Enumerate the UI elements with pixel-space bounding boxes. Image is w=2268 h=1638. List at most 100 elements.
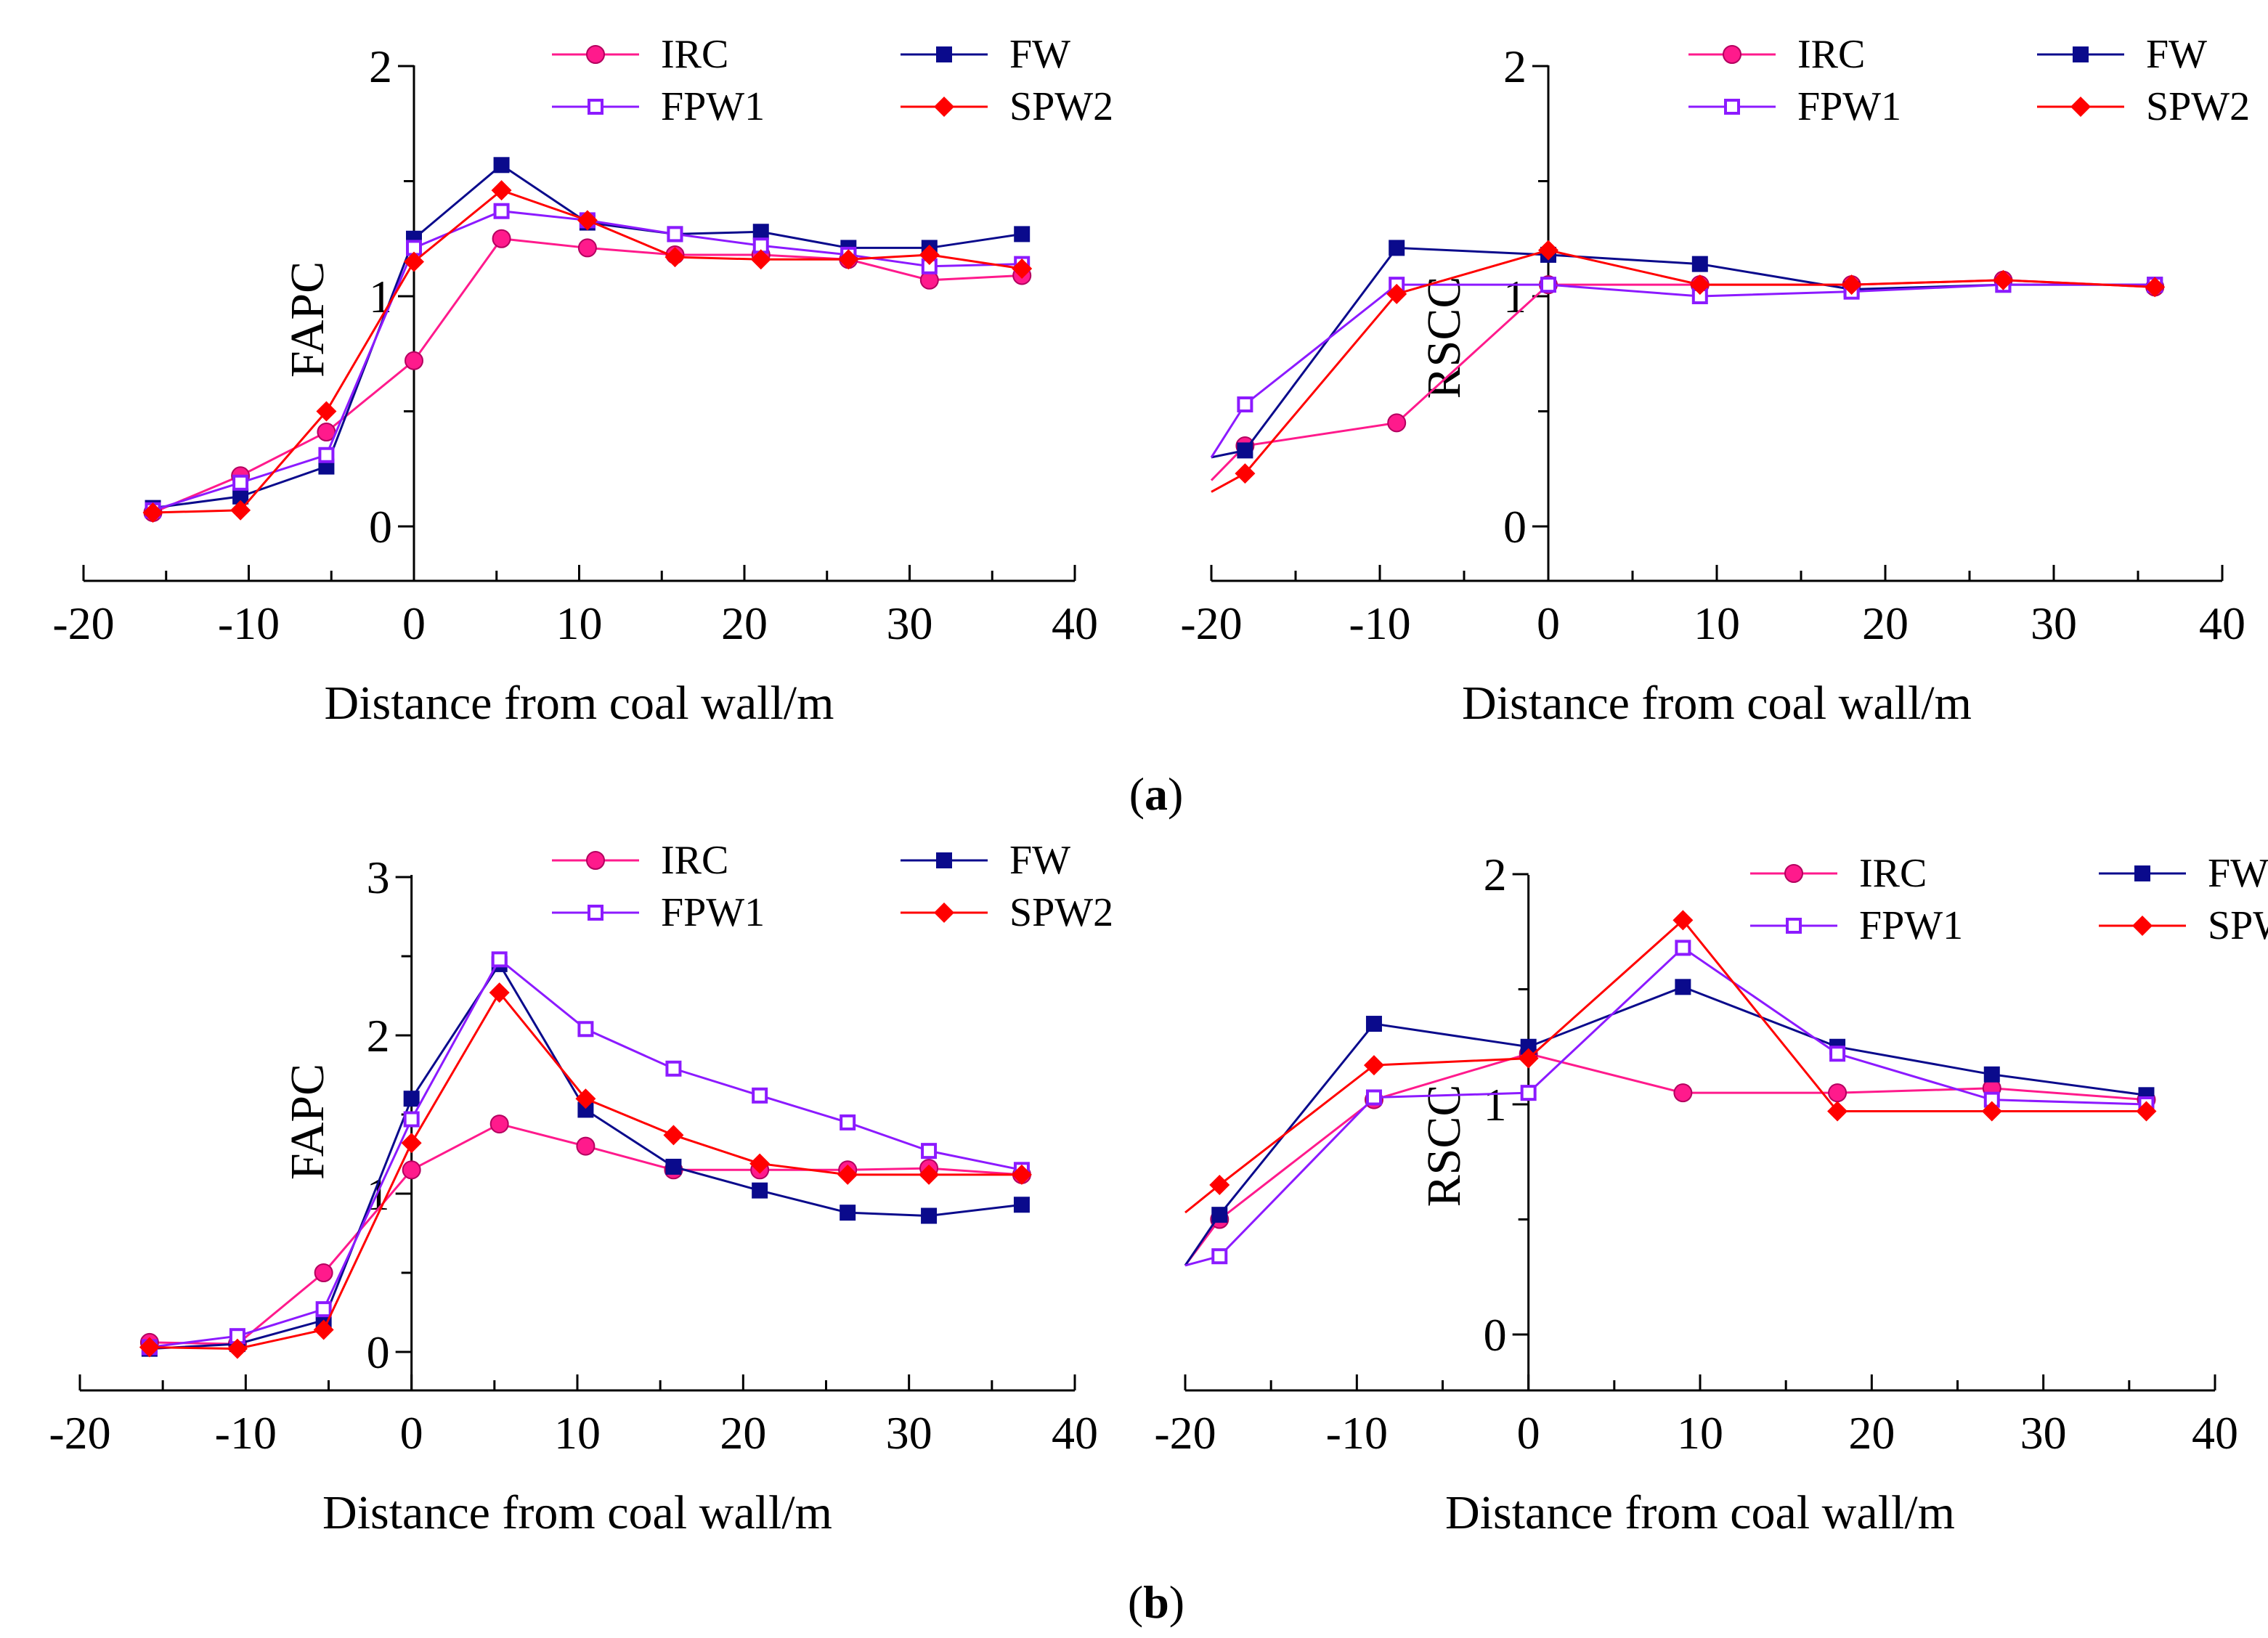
series-line-spw2	[1184, 918, 2147, 1214]
x-tick-label: 40	[2199, 598, 2245, 649]
legend-item-irc: IRC	[552, 838, 728, 883]
data-point-spw2	[1841, 274, 1862, 296]
data-point-spw2	[1981, 1101, 2002, 1122]
data-point-fw	[1983, 1066, 2000, 1083]
legend-label: IRC	[1797, 32, 1865, 77]
data-point-fw	[1675, 979, 1691, 995]
data-point-fw	[1014, 226, 1031, 243]
x-tick-label: 0	[1517, 1407, 1540, 1459]
data-point-spw2	[1386, 283, 1407, 304]
legend-item-irc: IRC	[1750, 851, 1927, 896]
x-axis-title: Distance from coal wall/m	[1445, 1486, 1955, 1539]
data-point-spw2	[919, 244, 940, 265]
x-tick-label: 0	[400, 1407, 423, 1459]
x-tick-label: 40	[1052, 598, 1098, 649]
x-tick-label: -10	[1349, 598, 1410, 649]
data-point-fpw1	[232, 474, 249, 491]
chart-b-right: -20 -10 0 10 20 30 40 0 1 2 Distance from coal wal…	[1154, 849, 2268, 1539]
data-point-fpw1	[1540, 277, 1556, 293]
data-point-fw	[1520, 1038, 1537, 1055]
data-point-fpw1	[1237, 396, 1253, 412]
data-point-spw2	[401, 1133, 422, 1154]
y-tick-label: 2	[367, 1010, 390, 1062]
legend-marker	[936, 852, 952, 868]
data-point-spw2	[2145, 277, 2166, 298]
legend-label: IRC	[1859, 851, 1927, 896]
x-tick-label: 30	[886, 1407, 932, 1459]
legend-item-fpw1: FPW1	[552, 84, 765, 129]
data-point-fpw1	[315, 1301, 332, 1318]
data-point-spw2	[142, 502, 163, 523]
data-point-spw2	[1538, 240, 1558, 261]
data-point-fpw1	[403, 1111, 420, 1128]
panel-label-a-open: (	[1129, 768, 1145, 820]
data-point-fpw1	[665, 1060, 682, 1077]
panel-label-a-close: )	[1168, 768, 1183, 820]
data-point-fpw1	[1211, 1248, 1228, 1265]
data-point-irc	[492, 229, 511, 248]
x-tick-label: -20	[1154, 1407, 1216, 1459]
legend-item-fpw1: FPW1	[552, 890, 765, 935]
x-tick-label: 10	[556, 598, 603, 649]
data-point-spw2	[491, 180, 512, 201]
panel-label-b: (b)	[1128, 1576, 1184, 1628]
data-point-fw	[840, 1205, 856, 1221]
data-point-fw	[1691, 256, 1708, 272]
panel-label-b-close: )	[1169, 1576, 1184, 1628]
legend-item-fw: FW	[2099, 851, 2268, 896]
data-point-spw2	[489, 982, 510, 1003]
data-point-spw2	[2136, 1101, 2157, 1122]
x-tick-label: 20	[720, 1407, 766, 1459]
legend-item-fpw1: FPW1	[1688, 84, 1901, 129]
x-tick-label: 20	[721, 598, 768, 649]
x-tick-label: 10	[1677, 1407, 1723, 1459]
data-point-fpw1	[921, 1143, 938, 1160]
data-point-fpw1	[1675, 940, 1691, 956]
x-tick-label: -10	[1326, 1407, 1388, 1459]
data-point-fw	[921, 1207, 938, 1224]
legend-marker	[936, 46, 952, 62]
x-tick-label: -20	[1180, 598, 1242, 649]
data-point-fw	[752, 224, 769, 240]
data-point-irc	[402, 1160, 421, 1180]
data-point-spw2	[919, 1164, 940, 1185]
x-tick-label: -20	[52, 598, 114, 649]
x-tick-label: 40	[1052, 1407, 1098, 1459]
legend-marker	[1724, 99, 1740, 115]
data-point-spw2	[1235, 463, 1256, 484]
x-axis-title: Distance from coal wall/m	[322, 1486, 832, 1539]
y-tick-label: 1	[1484, 1079, 1507, 1130]
legend-item-spw2: SPW2	[901, 890, 1113, 935]
data-point-irc	[1828, 1083, 1848, 1103]
x-tick-label: 10	[554, 1407, 601, 1459]
legend-marker	[2070, 97, 2091, 117]
data-point-spw2	[313, 1319, 334, 1340]
legend-label: FPW1	[1797, 84, 1901, 129]
x-tick-label: 20	[1848, 1407, 1895, 1459]
x-tick-label: 30	[2031, 598, 2077, 649]
data-point-spw2	[1827, 1101, 1848, 1122]
legend-label: FPW1	[661, 84, 765, 129]
x-tick-label: 40	[2192, 1407, 2238, 1459]
x-tick-label: 0	[402, 598, 426, 649]
data-point-spw2	[1993, 269, 2014, 290]
legend-item-fw: FW	[901, 838, 1070, 883]
data-point-irc	[1387, 413, 1407, 433]
legend-item-fw: FW	[901, 32, 1070, 77]
legend-item-spw2: SPW2	[2099, 903, 2268, 948]
y-tick-label: 0	[1503, 501, 1527, 553]
legend-label: FW	[1009, 32, 1070, 77]
data-point-irc	[489, 1115, 509, 1134]
legend-label: SPW2	[1009, 84, 1113, 129]
data-point-fpw1	[752, 1087, 768, 1104]
x-axis-title: Distance from coal wall/m	[1462, 677, 1972, 730]
y-tick-label: 1	[369, 271, 392, 322]
y-tick-label: 0	[367, 1327, 390, 1378]
legend-marker	[588, 905, 603, 921]
legend-marker	[934, 902, 954, 923]
legend-marker	[934, 97, 954, 117]
panel-label-a: (a)	[1129, 768, 1184, 820]
y-tick-label: 3	[367, 852, 390, 903]
